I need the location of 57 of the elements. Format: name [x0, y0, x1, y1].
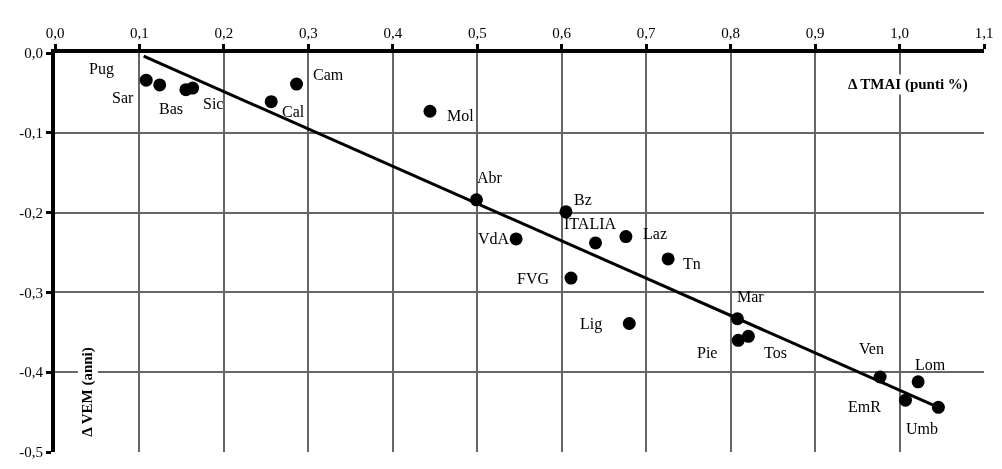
- point: [619, 230, 633, 244]
- x-tick-label: 0,0: [45, 25, 65, 41]
- x-tick-label: 0,7: [636, 25, 657, 41]
- point: [911, 375, 925, 389]
- annotation: Mol: [447, 107, 475, 124]
- x-tick-label: 0,2: [214, 25, 234, 41]
- x-tick-label: 0,8: [721, 25, 741, 41]
- point: [186, 81, 200, 95]
- annotation: VdA: [478, 230, 510, 247]
- x-tick-label: 0,9: [805, 25, 825, 41]
- point: [264, 95, 278, 109]
- point: [153, 78, 167, 92]
- annotation: EmR: [848, 398, 882, 415]
- annotation: Sar: [112, 89, 134, 106]
- x-tick-label: 0,3: [298, 25, 318, 41]
- point: [589, 236, 603, 250]
- x-tick-label: 1,0: [890, 25, 909, 41]
- annotation: Ven: [859, 340, 884, 357]
- point: [731, 333, 745, 347]
- point: [509, 232, 523, 246]
- point: [741, 329, 755, 343]
- annotation: Pie: [697, 344, 718, 361]
- annotation: ITALIA: [564, 215, 617, 232]
- point: [898, 393, 912, 407]
- annotation: Lig: [580, 315, 603, 333]
- point: [423, 104, 437, 118]
- annotation: Tn: [683, 255, 701, 272]
- x-tick-label: 0,4: [383, 25, 403, 41]
- point: [661, 252, 675, 266]
- point: [139, 73, 153, 87]
- x-tick-label: 0,1: [130, 25, 149, 41]
- y-tick-label: -0,1: [19, 125, 43, 142]
- y-tick-label: -0,2: [19, 204, 43, 221]
- y-tick-label: -0,5: [19, 444, 43, 461]
- y-tick-label: -0,4: [19, 364, 44, 381]
- point: [622, 317, 636, 331]
- annotation: FVG: [517, 270, 550, 287]
- point: [564, 271, 578, 285]
- annotation: Sic: [203, 95, 224, 112]
- annotation: Umb: [906, 420, 938, 437]
- x-axis-title: Δ TMAI (punti %): [848, 76, 968, 93]
- annotation: Pug: [89, 60, 114, 78]
- x-tick-label: 0,6: [552, 25, 572, 41]
- annotation: Bz: [574, 191, 592, 208]
- annotation: Lom: [915, 356, 946, 373]
- annotation: Tos: [764, 344, 787, 361]
- annotation: Cam: [313, 66, 344, 83]
- annotation: Cal: [282, 103, 305, 120]
- x-tick-label: 1,1: [974, 25, 994, 41]
- y-axis-title: Δ VEM (anni): [79, 347, 97, 437]
- annotation: Mar: [737, 288, 765, 305]
- x-tick-label: 0,5: [467, 25, 487, 41]
- point: [559, 205, 573, 219]
- annotation: Bas: [159, 100, 183, 117]
- y-tick-label: -0,3: [19, 284, 43, 301]
- point: [290, 77, 304, 91]
- y-tick-label: 0,0: [24, 45, 43, 62]
